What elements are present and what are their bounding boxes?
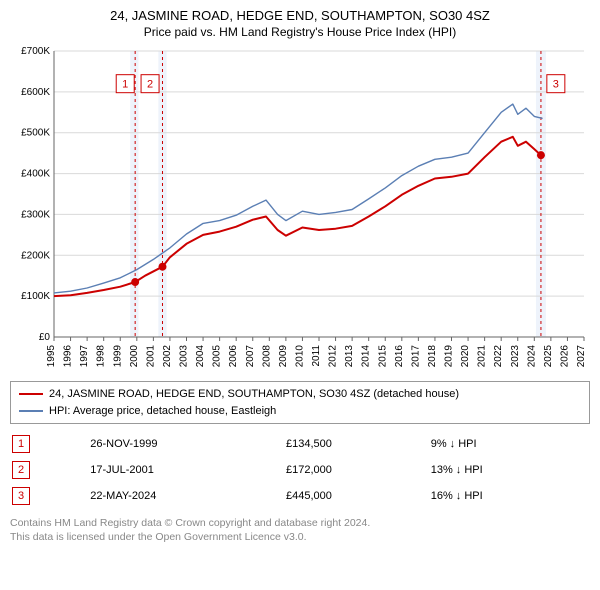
svg-text:2021: 2021 <box>477 345 488 368</box>
svg-text:2015: 2015 <box>377 345 388 368</box>
svg-text:1998: 1998 <box>96 345 107 368</box>
chart-area: £0 £100K £200K £300K £400K £500K £600K £700K 199… <box>10 45 590 375</box>
legend-swatch-property <box>19 393 43 395</box>
footer-line-1: Contains HM Land Registry data © Crown c… <box>10 516 590 530</box>
tx-date: 26-NOV-1999 <box>90 432 284 456</box>
legend-row-property: 24, JASMINE ROAD, HEDGE END, SOUTHAMPTON… <box>19 386 581 403</box>
legend-row-hpi: HPI: Average price, detached house, East… <box>19 403 581 420</box>
svg-text:1999: 1999 <box>112 345 123 368</box>
svg-text:2025: 2025 <box>543 345 554 368</box>
svg-text:2010: 2010 <box>294 345 305 368</box>
svg-text:£200K: £200K <box>21 250 50 261</box>
table-row: 3 22-MAY-2024£445,00016% ↓ HPI <box>12 484 588 508</box>
svg-text:2002: 2002 <box>162 345 173 368</box>
svg-text:£100K: £100K <box>21 291 50 302</box>
svg-text:1: 1 <box>122 79 128 91</box>
tx-delta: 13% ↓ HPI <box>431 458 588 482</box>
marker-badge: 3 <box>12 487 30 505</box>
tx-delta: 9% ↓ HPI <box>431 432 588 456</box>
svg-text:2013: 2013 <box>344 345 355 368</box>
tx-delta: 16% ↓ HPI <box>431 484 588 508</box>
svg-text:2003: 2003 <box>179 345 190 368</box>
svg-text:1995: 1995 <box>46 345 57 368</box>
svg-text:2023: 2023 <box>510 345 521 368</box>
tx-date: 22-MAY-2024 <box>90 484 284 508</box>
svg-text:2017: 2017 <box>410 345 421 368</box>
svg-text:1997: 1997 <box>79 345 90 368</box>
svg-text:£600K: £600K <box>21 87 50 98</box>
svg-text:2016: 2016 <box>394 345 405 368</box>
svg-text:2018: 2018 <box>427 345 438 368</box>
tx-date: 17-JUL-2001 <box>90 458 284 482</box>
line-chart-svg: £0 £100K £200K £300K £400K £500K £600K £700K 199… <box>10 45 590 375</box>
chart-subtitle: Price paid vs. HM Land Registry's House … <box>10 25 590 39</box>
chart-container: 24, JASMINE ROAD, HEDGE END, SOUTHAMPTON… <box>0 0 600 590</box>
legend-label-property: 24, JASMINE ROAD, HEDGE END, SOUTHAMPTON… <box>49 386 459 403</box>
svg-text:3: 3 <box>553 79 559 91</box>
tx-price: £445,000 <box>286 484 429 508</box>
svg-text:2007: 2007 <box>245 345 256 368</box>
svg-text:£500K: £500K <box>21 128 50 139</box>
footer-attribution: Contains HM Land Registry data © Crown c… <box>10 516 590 544</box>
svg-text:2026: 2026 <box>559 345 570 368</box>
marker-badge: 1 <box>12 435 30 453</box>
svg-text:2006: 2006 <box>228 345 239 368</box>
footer-line-2: This data is licensed under the Open Gov… <box>10 530 590 544</box>
svg-text:2012: 2012 <box>328 345 339 368</box>
transactions-table: 1 26-NOV-1999£134,5009% ↓ HPI 2 17-JUL-2001… <box>10 430 590 510</box>
svg-text:2011: 2011 <box>311 345 322 367</box>
svg-text:2: 2 <box>147 79 153 91</box>
svg-text:2024: 2024 <box>526 345 537 368</box>
svg-text:2027: 2027 <box>576 345 587 368</box>
svg-text:2020: 2020 <box>460 345 471 368</box>
svg-text:2004: 2004 <box>195 345 206 368</box>
legend-label-hpi: HPI: Average price, detached house, East… <box>49 403 276 420</box>
table-row: 2 17-JUL-2001£172,00013% ↓ HPI <box>12 458 588 482</box>
svg-text:£300K: £300K <box>21 209 50 220</box>
tx-price: £172,000 <box>286 458 429 482</box>
svg-text:2022: 2022 <box>493 345 504 368</box>
svg-text:1996: 1996 <box>63 345 74 368</box>
svg-text:2009: 2009 <box>278 345 289 368</box>
svg-text:2014: 2014 <box>361 345 372 368</box>
svg-text:£700K: £700K <box>21 46 50 57</box>
legend-box: 24, JASMINE ROAD, HEDGE END, SOUTHAMPTON… <box>10 381 590 424</box>
svg-text:2008: 2008 <box>261 345 272 368</box>
svg-text:2005: 2005 <box>212 345 223 368</box>
svg-text:2019: 2019 <box>444 345 455 368</box>
table-row: 1 26-NOV-1999£134,5009% ↓ HPI <box>12 432 588 456</box>
svg-text:£400K: £400K <box>21 169 50 180</box>
marker-badge: 2 <box>12 461 30 479</box>
svg-text:£0: £0 <box>39 332 51 343</box>
legend-swatch-hpi <box>19 410 43 412</box>
tx-price: £134,500 <box>286 432 429 456</box>
chart-title: 24, JASMINE ROAD, HEDGE END, SOUTHAMPTON… <box>10 8 590 23</box>
svg-text:2000: 2000 <box>129 345 140 368</box>
svg-text:2001: 2001 <box>145 345 156 368</box>
